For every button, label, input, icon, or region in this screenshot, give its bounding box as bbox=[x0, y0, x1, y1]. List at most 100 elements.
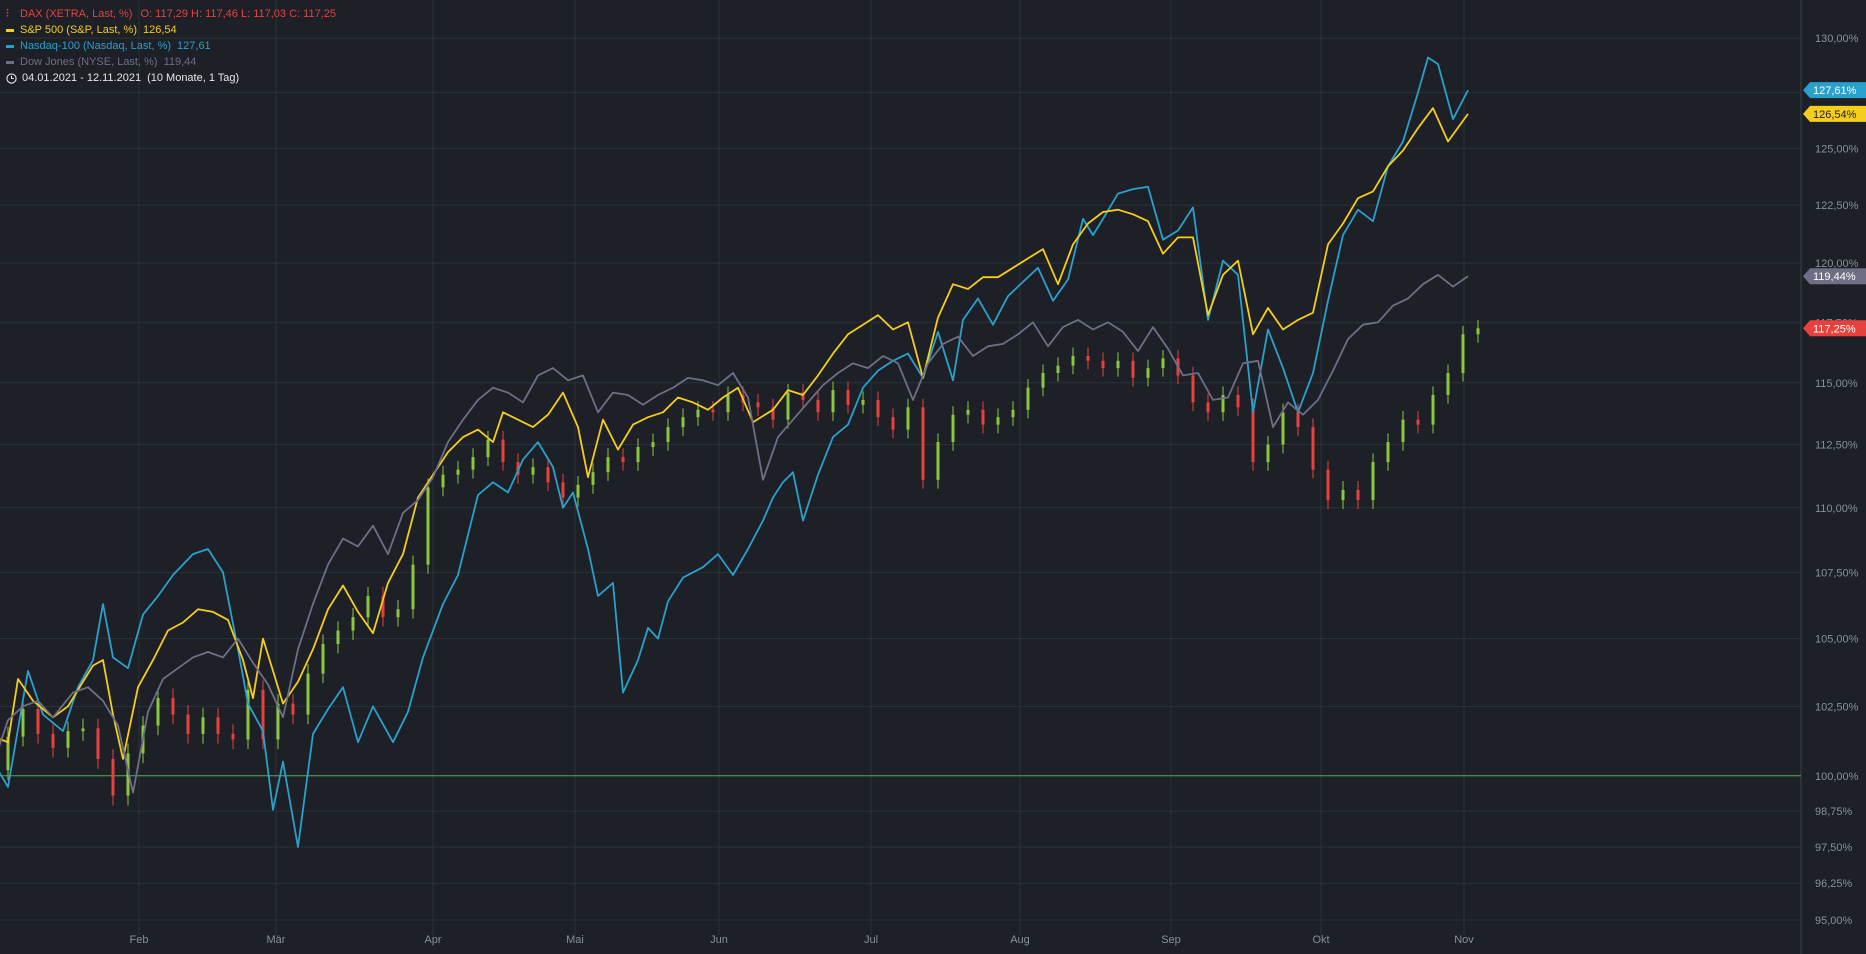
dax-candle-body bbox=[1281, 412, 1285, 445]
dax-candle-body bbox=[936, 442, 940, 480]
dax-candle-body bbox=[1356, 489, 1360, 501]
dax-candle-body bbox=[501, 439, 505, 463]
dax-candle-body bbox=[111, 758, 115, 796]
dax-candle-body bbox=[756, 402, 760, 408]
dax-candle-body bbox=[51, 733, 55, 748]
legend-sp500[interactable]: S&P 500 (S&P, Last, %) 126,54 bbox=[6, 22, 336, 38]
dax-candle-body bbox=[81, 728, 85, 732]
legend-dow-value: 119,44 bbox=[163, 56, 197, 68]
last-value-tag-label: 126,54% bbox=[1813, 109, 1857, 121]
dax-candle-body bbox=[1131, 360, 1135, 378]
last-value-tag-bg bbox=[1803, 320, 1866, 337]
legend-dow-name: Dow Jones (NYSE, Last, %) bbox=[20, 56, 158, 68]
series-line-dow-jones[interactable] bbox=[0, 273, 1469, 794]
y-tick-label: 95,00% bbox=[1815, 915, 1853, 927]
dax-candle-body bbox=[801, 392, 805, 400]
y-tick-label: 130,00% bbox=[1815, 33, 1859, 45]
dax-candle-body bbox=[1431, 395, 1435, 425]
dax-candle-body bbox=[246, 689, 250, 740]
dax-candle-body bbox=[1221, 395, 1225, 413]
legend-dax-name: DAX (XETRA, Last, %) bbox=[20, 8, 133, 20]
dax-candle-body bbox=[66, 731, 70, 748]
dax-candle-body bbox=[876, 399, 880, 418]
legend-sp500-name: S&P 500 (S&P, Last, %) bbox=[20, 24, 137, 36]
dax-candle-body bbox=[846, 390, 850, 405]
dax-candle-body bbox=[1056, 365, 1060, 373]
dax-candle-body bbox=[1236, 395, 1240, 408]
dax-candle-body bbox=[1251, 407, 1255, 463]
dax-candle-body bbox=[726, 395, 730, 413]
dax-candle-body bbox=[1146, 368, 1150, 378]
y-tick-label: 98,75% bbox=[1815, 806, 1853, 818]
dax-candle-body bbox=[621, 457, 625, 463]
x-tick-label: Mai bbox=[566, 934, 584, 946]
y-tick-label: 115,00% bbox=[1815, 378, 1858, 390]
dax-candle-body bbox=[201, 717, 205, 734]
dax-candle-body bbox=[966, 409, 970, 415]
x-tick-label: Nov bbox=[1454, 934, 1474, 946]
dax-candle-body bbox=[681, 417, 685, 428]
dax-candle-body bbox=[816, 399, 820, 413]
legend-nasdaq-name: Nasdaq-100 (Nasdaq, Last, %) bbox=[20, 40, 172, 52]
x-tick-label: Feb bbox=[130, 934, 149, 946]
dax-candle-body bbox=[786, 392, 790, 420]
dax-candle-body bbox=[216, 717, 220, 734]
dax-candle-body bbox=[711, 409, 715, 413]
dax-candle-body bbox=[96, 728, 100, 759]
dax-candle-body bbox=[336, 630, 340, 644]
dax-candle-body bbox=[231, 733, 235, 740]
dax-candles bbox=[6, 319, 1480, 806]
dax-candle-body bbox=[921, 407, 925, 480]
dax-candle-body bbox=[831, 390, 835, 413]
dax-candle-body bbox=[276, 703, 280, 740]
dax-candle-body bbox=[1071, 355, 1075, 366]
dax-candle-body bbox=[1371, 462, 1375, 501]
y-tick-label: 100,00% bbox=[1815, 771, 1859, 783]
legend-nasdaq[interactable]: Nasdaq-100 (Nasdaq, Last, %) 127,61 bbox=[6, 38, 336, 54]
dax-candle-body bbox=[561, 482, 565, 498]
y-axis-panel bbox=[1801, 0, 1866, 954]
dax-candle-body bbox=[426, 487, 430, 565]
y-tick-label: 105,00% bbox=[1815, 634, 1859, 646]
dax-candle-body bbox=[381, 596, 385, 618]
series-line-nasdaq-100[interactable] bbox=[0, 56, 1469, 848]
dax-candle-body bbox=[1311, 427, 1315, 470]
dax-candle-body bbox=[456, 469, 460, 475]
clock-icon bbox=[6, 72, 17, 84]
last-value-tag-bg bbox=[1803, 268, 1866, 285]
dax-candle-body bbox=[636, 447, 640, 463]
y-tick-label: 107,50% bbox=[1815, 567, 1859, 579]
dax-candle-body bbox=[1461, 334, 1465, 373]
dax-candle-body bbox=[21, 709, 25, 737]
y-tick-label: 125,00% bbox=[1815, 143, 1859, 155]
dax-candle-body bbox=[186, 714, 190, 734]
dax-candle-body bbox=[906, 407, 910, 430]
dax-candle-body bbox=[591, 472, 595, 485]
dax-candle-body bbox=[36, 709, 40, 734]
dax-candle-body bbox=[1386, 442, 1390, 463]
last-value-tag-s-p-500: 126,54% bbox=[1803, 105, 1866, 122]
y-tick-label: 97,50% bbox=[1815, 842, 1853, 854]
dax-candle-body bbox=[1416, 419, 1420, 425]
line-swatch-icon bbox=[6, 60, 14, 64]
dax-candle-body bbox=[486, 439, 490, 458]
legend-dax[interactable]: ⫶ DAX (XETRA, Last, %) O: 117,29 H: 117,… bbox=[6, 6, 336, 22]
dax-candle-body bbox=[1446, 372, 1450, 396]
y-tick-label: 122,50% bbox=[1815, 200, 1859, 212]
legend-dow[interactable]: Dow Jones (NYSE, Last, %) 119,44 bbox=[6, 54, 336, 70]
candlestick-icon: ⫶ bbox=[6, 8, 9, 20]
legend-sp500-value: 126,54 bbox=[143, 24, 177, 36]
dax-candle-body bbox=[321, 643, 325, 674]
dax-candle-body bbox=[861, 399, 865, 405]
dax-candle-body bbox=[696, 409, 700, 418]
x-tick-label: Sep bbox=[1161, 934, 1181, 946]
legend-range-dates: 04.01.2021 - 12.11.2021 bbox=[22, 72, 142, 84]
last-value-tag-nasdaq-100: 127,61% bbox=[1803, 82, 1866, 99]
dax-candle-body bbox=[156, 698, 160, 726]
x-tick-label: Jun bbox=[710, 934, 728, 946]
series-line-s-p-500[interactable] bbox=[0, 107, 1469, 760]
x-tick-label: Apr bbox=[424, 934, 441, 946]
line-swatch-icon bbox=[6, 28, 14, 32]
